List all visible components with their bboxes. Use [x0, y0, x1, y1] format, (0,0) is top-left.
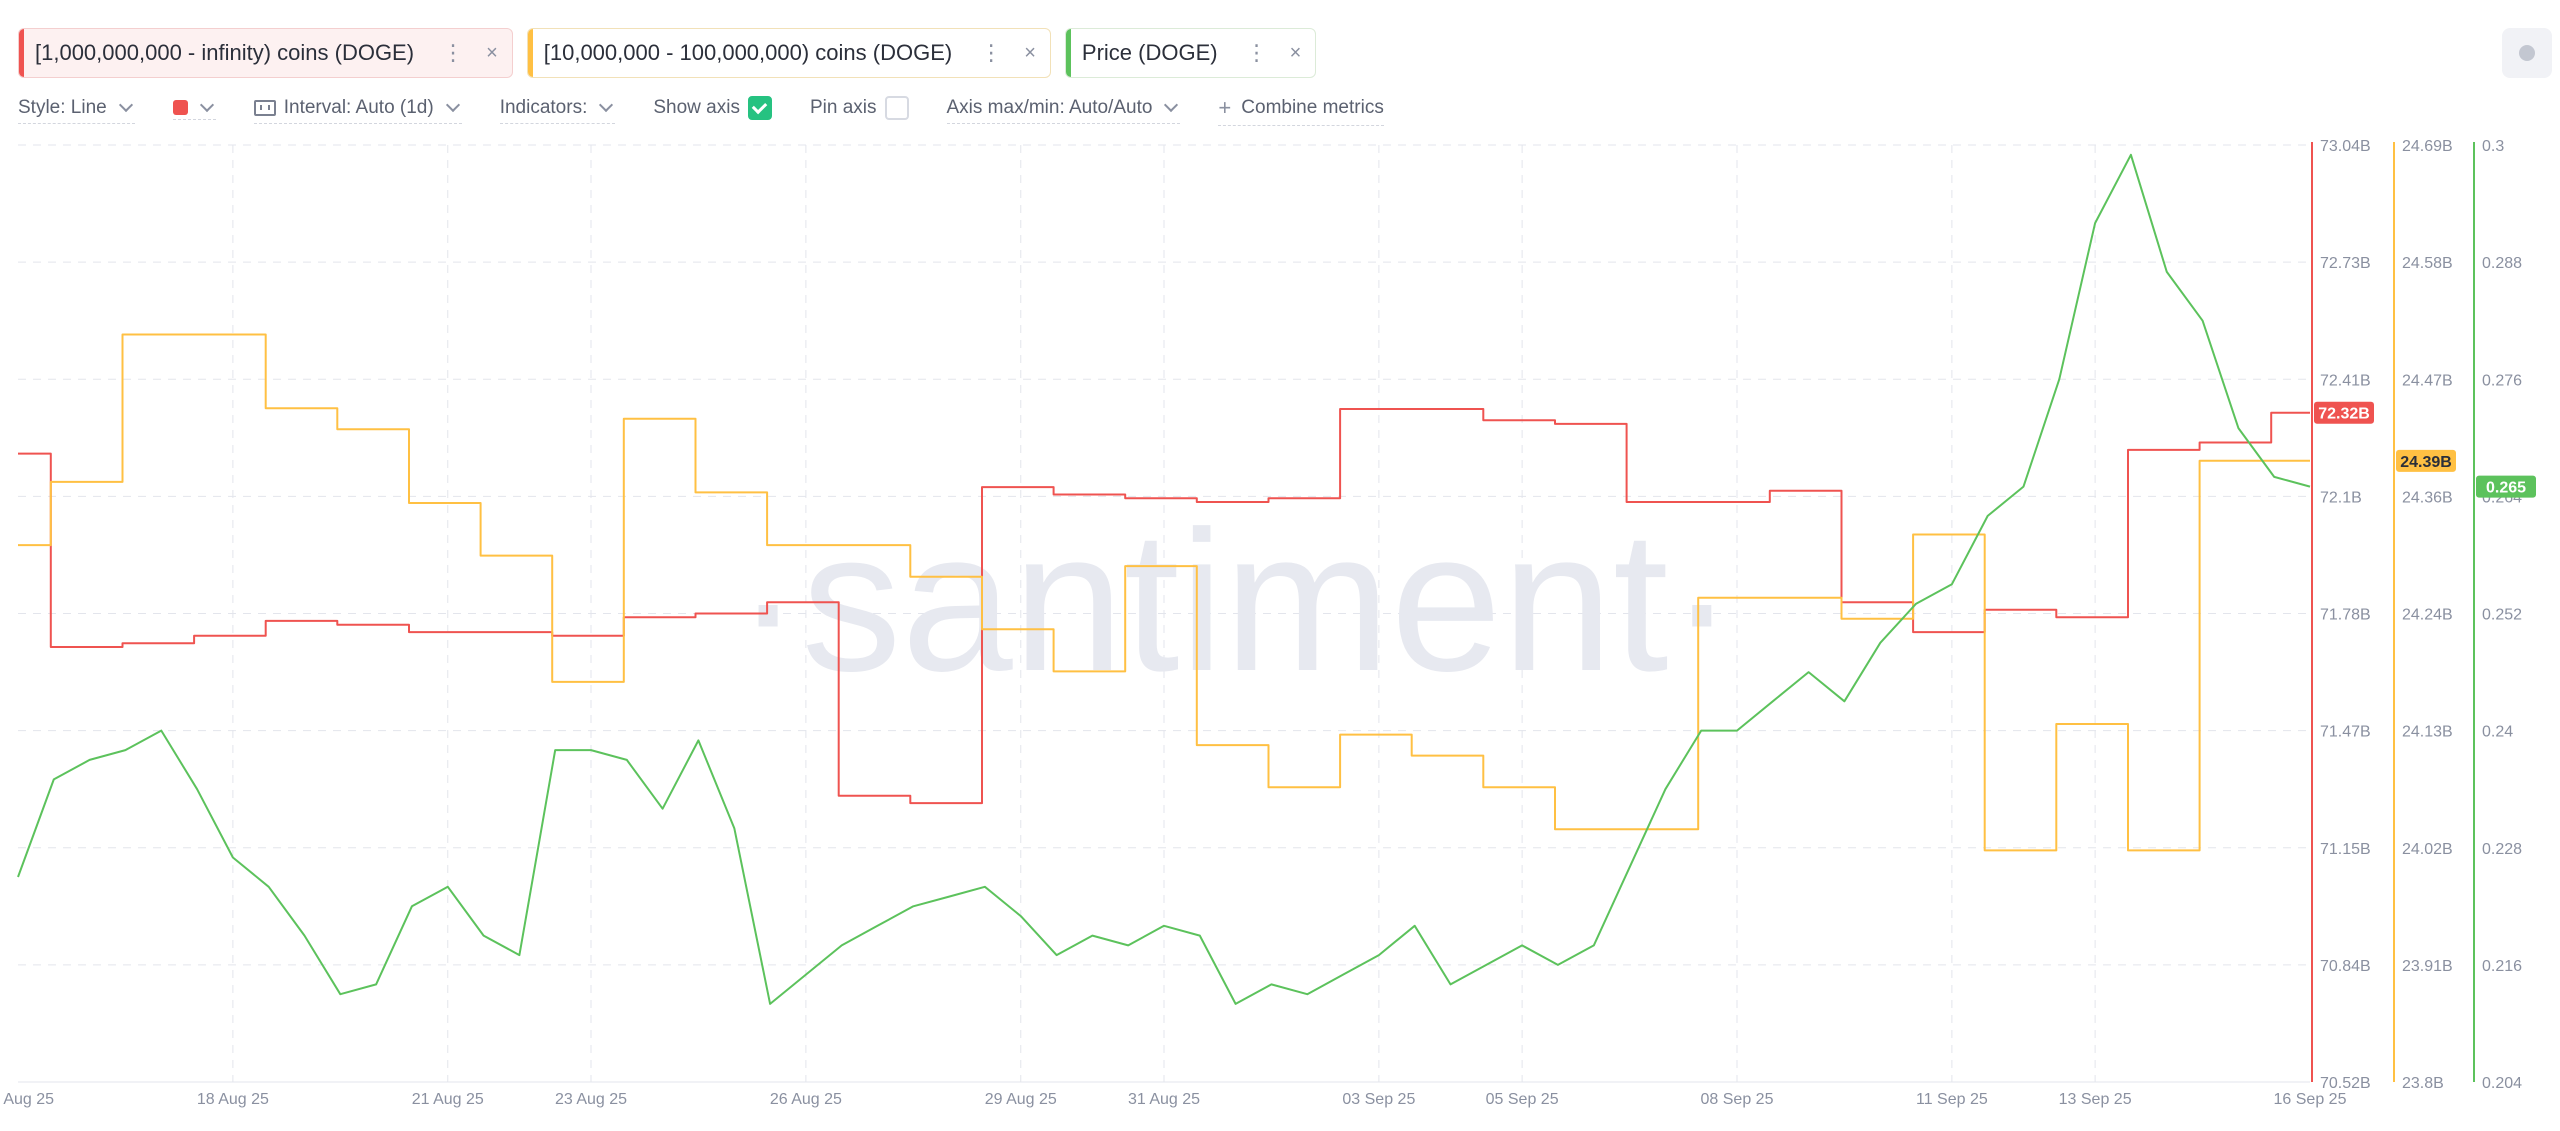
pin-axis-label: Pin axis [809, 97, 877, 118]
last-value-label: 72.32B [2318, 406, 2370, 423]
series [17, 153, 2311, 1005]
y-tick-label: 70.52B [2320, 1075, 2371, 1092]
record-dot-icon [2519, 45, 2535, 61]
x-axis: 15 Aug 25 18 Aug 25 21 Aug 25 23 Aug 25 26 A… [0, 1091, 2347, 1108]
show-axis-toggle[interactable]: Show axis [653, 96, 772, 124]
metric-chip-price[interactable]: Price (DOGE) ⋮ × [1064, 28, 1317, 78]
indicators-dropdown[interactable]: Indicators: [499, 96, 616, 124]
metric-tabs: [1,000,000,000 - infinity) coins (DOGE) … [18, 28, 1317, 78]
chart-toolbar: Style: Line Interval: Auto (1d) Indicato… [18, 94, 1422, 126]
y-tick-label: 0.252 [2482, 607, 2522, 624]
y-tick-label: 0.24 [2482, 724, 2513, 741]
y-tick-label: 24.13B [2402, 724, 2453, 741]
x-tick-label: 21 Aug 25 [412, 1091, 484, 1108]
y-tick-label: 70.84B [2320, 958, 2371, 975]
interval-dropdown[interactable]: Interval: Auto (1d) [253, 96, 462, 124]
y-tick-label: 24.24B [2402, 607, 2453, 624]
last-value-label: 0.265 [2486, 480, 2526, 497]
last-value-badge [2396, 449, 2456, 472]
metric-chip-holders-10m[interactable]: [10,000,000 - 100,000,000) coins (DOGE) … [526, 28, 1051, 78]
style-dropdown[interactable]: Style: Line [18, 97, 135, 124]
close-icon[interactable]: × [1289, 42, 1302, 64]
style-label: Style: Line [18, 96, 107, 118]
y-tick-label: 24.69B [2402, 138, 2453, 155]
combine-metrics-label: Combine metrics [1241, 96, 1384, 118]
x-tick-label: 18 Aug 25 [197, 1091, 269, 1108]
y-tick-label: 72.1B [2320, 489, 2362, 506]
y-tick-label: 23.91B [2402, 958, 2453, 975]
y-tick-label: 73.04B [2320, 138, 2371, 155]
color-swatch-icon [172, 100, 188, 115]
last-value-badge [2476, 475, 2536, 498]
show-axis-checkbox[interactable] [747, 96, 772, 120]
y-tick-label: 0.216 [2482, 958, 2522, 975]
indicators-label: Indicators: [499, 96, 588, 118]
y-tick-label: 0.276 [2482, 372, 2522, 389]
plus-icon: + [1218, 94, 1232, 120]
more-menu-icon[interactable]: ⋮ [1245, 40, 1268, 65]
more-menu-icon[interactable]: ⋮ [442, 40, 465, 65]
last-value-badges: 72.32B 24.39B 0.265 [2314, 401, 2536, 498]
santiment-watermark: ·santiment· [735, 490, 1735, 713]
last-value-label: 24.39B [2400, 454, 2452, 471]
pin-axis-toggle[interactable]: Pin axis [810, 96, 909, 124]
color-dropdown[interactable] [172, 97, 216, 120]
y-tick-label: 0.204 [2482, 1075, 2522, 1092]
x-tick-label: 23 Aug 25 [555, 1091, 627, 1108]
y-tick-label: 72.41B [2320, 372, 2371, 389]
x-tick-label: 29 Aug 25 [985, 1091, 1057, 1108]
record-button[interactable] [2502, 28, 2552, 78]
x-tick-label: 31 Aug 25 [1128, 1091, 1200, 1108]
y-tick-label: 71.15B [2320, 841, 2371, 858]
x-tick-label: 26 Aug 25 [770, 1091, 842, 1108]
interval-label: Interval: Auto (1d) [283, 96, 434, 118]
last-value-badge [2314, 401, 2374, 424]
combine-metrics-button[interactable]: + Combine metrics [1218, 94, 1384, 126]
x-tick-label: 15 Aug 25 [0, 1091, 54, 1108]
close-icon[interactable]: × [1024, 42, 1036, 64]
metric-label: Price (DOGE) [1081, 40, 1218, 65]
metric-chip-whales-1b[interactable]: [1,000,000,000 - infinity) coins (DOGE) … [18, 28, 513, 78]
more-menu-icon[interactable]: ⋮ [980, 40, 1003, 65]
ruler-icon [253, 99, 276, 116]
y-axes: 73.04B 72.73B 72.41B 72.1B 71.78B 71.47B 71.15… [2311, 138, 2522, 1092]
x-tick-label: 03 Sep 25 [1342, 1091, 1415, 1108]
series-line [18, 408, 2310, 805]
x-tick-label: 05 Sep 25 [1486, 1091, 1559, 1108]
y-tick-label: 24.47B [2402, 372, 2453, 389]
y-tick-label: 72.73B [2320, 255, 2371, 272]
close-icon[interactable]: × [486, 42, 498, 64]
y-tick-label: 71.47B [2320, 724, 2371, 741]
y-tick-label: 0.288 [2482, 255, 2522, 272]
series-line [17, 153, 2311, 1005]
y-tick-label: 24.36B [2402, 489, 2453, 506]
y-tick-label: 71.78B [2320, 607, 2371, 624]
axis-range-dropdown[interactable]: Axis max/min: Auto/Auto [946, 96, 1181, 124]
pin-axis-checkbox[interactable] [884, 96, 909, 120]
grid [18, 144, 2310, 1083]
y-tick-label: 0.3 [2482, 138, 2504, 155]
metric-label: [10,000,000 - 100,000,000) coins (DOGE) [543, 40, 953, 65]
x-tick-label: 08 Sep 25 [1701, 1091, 1774, 1108]
series-line [18, 333, 2310, 852]
x-tick-label: 16 Sep 25 [2274, 1091, 2347, 1108]
y-tick-label: 23.8B [2402, 1075, 2444, 1092]
axis-range-label: Axis max/min: Auto/Auto [946, 96, 1153, 118]
y-tick-label: 24.02B [2402, 841, 2453, 858]
y-tick-label: 24.58B [2402, 255, 2453, 272]
x-tick-label: 11 Sep 25 [1916, 1091, 1988, 1108]
x-tick-label: 13 Sep 25 [2059, 1091, 2132, 1108]
metric-label: [1,000,000,000 - infinity) coins (DOGE) [35, 40, 415, 65]
y-tick-label: 0.228 [2482, 841, 2522, 858]
show-axis-label: Show axis [653, 97, 740, 118]
